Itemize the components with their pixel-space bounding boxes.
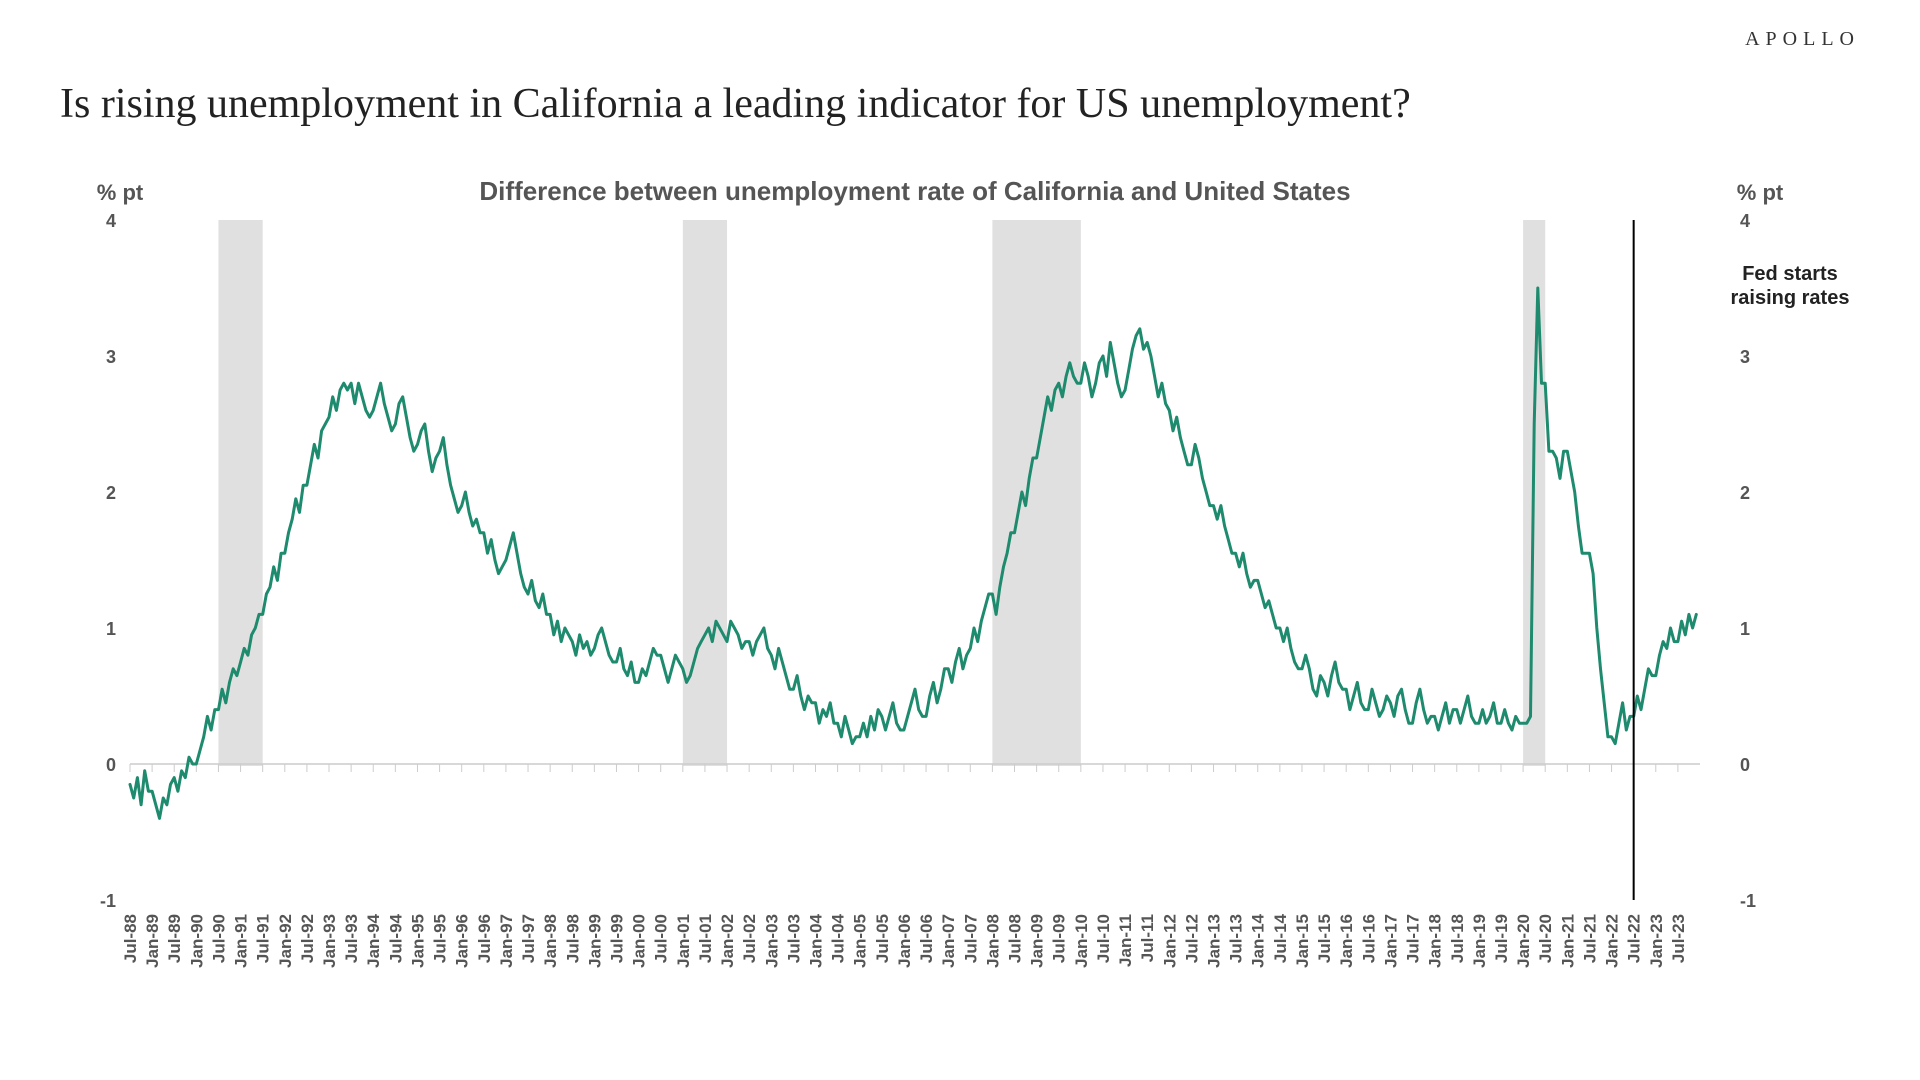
x-tick-label: Jul-97 — [519, 914, 538, 963]
x-tick-label: Jul-95 — [431, 914, 450, 963]
x-tick-label: Jan-99 — [585, 914, 604, 968]
x-tick-label: Jan-95 — [408, 914, 427, 968]
x-tick-label: Jan-98 — [541, 914, 560, 968]
x-tick-label: Jul-90 — [209, 914, 228, 963]
x-tick-label: Jan-96 — [453, 914, 472, 968]
x-tick-label: Jan-11 — [1116, 914, 1135, 967]
y-axis-label-right: % pt — [1737, 180, 1784, 205]
x-tick-label: Jul-96 — [475, 914, 494, 963]
x-tick-label: Jan-89 — [143, 914, 162, 968]
y-tick-right: 1 — [1740, 619, 1750, 639]
x-tick-label: Jan-91 — [232, 914, 251, 968]
x-tick-label: Jan-09 — [1028, 914, 1047, 968]
x-tick-label: Jul-10 — [1094, 914, 1113, 963]
page-title: Is rising unemployment in California a l… — [60, 80, 1411, 128]
x-tick-label: Jul-22 — [1625, 914, 1644, 963]
x-tick-label: Jan-23 — [1647, 914, 1666, 968]
y-tick-left: 3 — [106, 347, 116, 367]
x-tick-label: Jul-23 — [1669, 914, 1688, 963]
x-tick-label: Jul-91 — [254, 914, 273, 963]
data-line — [130, 288, 1696, 818]
recession-band — [218, 220, 262, 766]
x-tick-label: Jul-15 — [1315, 914, 1334, 963]
x-tick-label: Jul-20 — [1536, 914, 1555, 963]
recession-band — [683, 220, 727, 766]
x-tick-label: Jul-16 — [1359, 914, 1378, 963]
x-tick-label: Jan-16 — [1337, 914, 1356, 968]
x-tick-label: Jan-20 — [1514, 914, 1533, 968]
x-tick-label: Jul-12 — [1182, 914, 1201, 963]
x-tick-label: Jul-21 — [1580, 914, 1599, 963]
x-tick-label: Jan-22 — [1603, 914, 1622, 968]
y-tick-left: 2 — [106, 483, 116, 503]
x-tick-label: Jul-01 — [696, 914, 715, 963]
x-tick-label: Jan-18 — [1426, 914, 1445, 968]
x-tick-label: Jul-99 — [607, 914, 626, 963]
x-tick-label: Jul-89 — [165, 914, 184, 963]
line-chart: -1 -1 0 0 1 1 2 2 3 3 4 4 % pt % pt Difference between… — [60, 160, 1860, 1040]
x-tick-label: Jul-17 — [1404, 914, 1423, 963]
x-tick-label: Jul-93 — [342, 914, 361, 963]
x-tick-label: Jul-04 — [829, 913, 848, 963]
y-tick-left: 4 — [106, 211, 116, 231]
x-tick-label: Jan-08 — [983, 914, 1002, 968]
x-tick-label: Jul-19 — [1492, 914, 1511, 963]
annotation-text-1: Fed starts — [1742, 263, 1838, 285]
x-tick-label: Jul-88 — [121, 914, 140, 963]
y-tick-right: 4 — [1740, 211, 1750, 231]
y-tick-right: -1 — [1740, 891, 1756, 911]
x-tick-label: Jan-97 — [497, 914, 516, 968]
x-tick-label: Jul-00 — [652, 914, 671, 963]
x-tick-label: Jan-21 — [1558, 914, 1577, 968]
x-tick-label: Jul-08 — [1006, 914, 1025, 963]
y-tick-left: 0 — [106, 755, 116, 775]
x-tick-label: Jan-15 — [1293, 914, 1312, 968]
x-tick-label: Jul-03 — [784, 914, 803, 963]
x-tick-label: Jul-05 — [873, 914, 892, 963]
x-tick-label: Jul-11 — [1138, 914, 1157, 962]
x-tick-label: Jan-14 — [1249, 913, 1268, 967]
x-tick-label: Jan-92 — [276, 914, 295, 968]
x-tick-label: Jul-13 — [1227, 914, 1246, 963]
x-tick-label: Jul-92 — [298, 914, 317, 963]
x-tick-label: Jan-03 — [762, 914, 781, 968]
y-tick-right: 2 — [1740, 483, 1750, 503]
x-tick-label: Jul-07 — [961, 914, 980, 963]
x-tick-label: Jul-98 — [563, 914, 582, 963]
x-tick-label: Jan-93 — [320, 914, 339, 968]
annotation-text-2: raising rates — [1731, 287, 1850, 309]
x-tick-label: Jan-19 — [1470, 914, 1489, 968]
chart-container: -1 -1 0 0 1 1 2 2 3 3 4 4 % pt % pt Difference between… — [60, 160, 1860, 1040]
x-tick-label: Jan-06 — [895, 914, 914, 968]
y-tick-right: 0 — [1740, 755, 1750, 775]
recession-band — [992, 220, 1080, 766]
x-tick-label: Jan-12 — [1160, 914, 1179, 968]
x-tick-label: Jul-14 — [1271, 913, 1290, 963]
y-tick-right: 3 — [1740, 347, 1750, 367]
chart-subtitle: Difference between unemployment rate of … — [479, 176, 1350, 206]
x-tick-label: Jul-06 — [917, 914, 936, 963]
x-tick-label: Jan-17 — [1381, 914, 1400, 968]
brand-logo: APOLLO — [1745, 28, 1860, 51]
y-tick-left: -1 — [100, 891, 116, 911]
x-tick-label: Jan-07 — [939, 914, 958, 968]
x-tick-label: Jan-13 — [1205, 914, 1224, 968]
x-tick-label: Jan-90 — [187, 914, 206, 968]
x-tick-label: Jan-02 — [718, 914, 737, 968]
x-tick-label: Jan-00 — [630, 914, 649, 968]
x-tick-label: Jul-02 — [740, 914, 759, 963]
y-tick-left: 1 — [106, 619, 116, 639]
x-tick-label: Jan-94 — [364, 913, 383, 967]
x-tick-label: Jul-09 — [1050, 914, 1069, 963]
x-tick-label: Jan-10 — [1072, 914, 1091, 968]
y-axis-label-left: % pt — [97, 180, 144, 205]
x-tick-label: Jul-18 — [1448, 914, 1467, 963]
x-tick-label: Jul-94 — [386, 913, 405, 963]
x-tick-label: Jan-04 — [806, 913, 825, 967]
x-tick-label: Jan-05 — [851, 914, 870, 968]
x-tick-label: Jan-01 — [674, 914, 693, 968]
